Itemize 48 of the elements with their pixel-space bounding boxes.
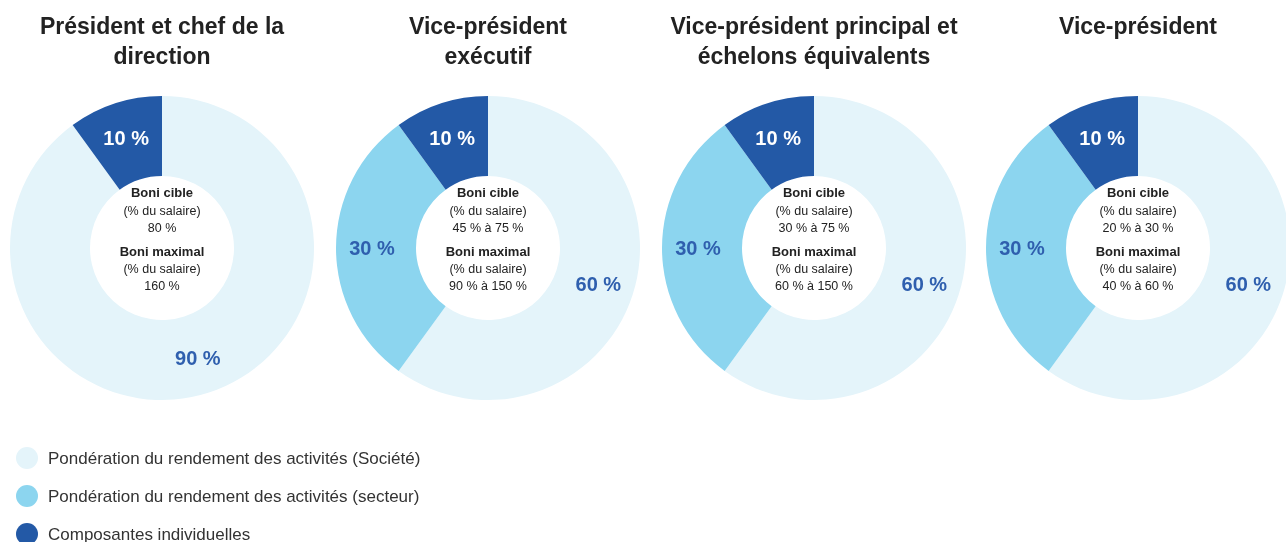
data-label: 60 % [1225, 272, 1272, 295]
text: (% du salaire) [449, 204, 527, 218]
legend-label: Pondération du rendement des activités (secteur) [48, 486, 420, 506]
text: 160 % [144, 279, 180, 293]
data-label: 30 % [999, 237, 1046, 259]
donut-slice [72, 96, 162, 190]
data-label: 60 % [575, 272, 622, 295]
text: (% du salaire) [1099, 204, 1177, 218]
text: Boni maximal [119, 244, 205, 259]
data-label: 30 % [675, 237, 722, 259]
text: 40 % à 60 % [1102, 279, 1174, 293]
text: Boni cible [782, 185, 846, 200]
legend-label: Pondération du rendement des activités (Société) [48, 448, 421, 468]
text: Boni cible [456, 185, 520, 200]
chart-title: Vice-président principal et échelons équivalents [670, 13, 958, 69]
data-label: 10 % [755, 126, 802, 149]
text: 80 % [147, 221, 177, 235]
chart-title: Vice-président exécutif [408, 13, 568, 69]
text: 90 % à 150 % [449, 279, 527, 293]
chart-title: Vice-président [1058, 13, 1218, 39]
data-label: 10 % [1079, 126, 1126, 149]
data-label: 30 % [349, 237, 396, 259]
text: Boni maximal [771, 244, 857, 259]
data-label: 10 % [103, 126, 150, 149]
text: 30 % à 75 % [778, 221, 850, 235]
text: (% du salaire) [1099, 262, 1177, 276]
text: 60 % à 150 % [775, 279, 853, 293]
donut-slice [724, 96, 966, 400]
text: Boni maximal [445, 244, 531, 259]
text: (% du salaire) [123, 262, 201, 276]
text: 45 % à 75 % [452, 221, 524, 235]
donut-slice [10, 96, 314, 400]
data-label: 60 % [901, 272, 948, 295]
donut-slice [398, 96, 488, 190]
text: Boni maximal [1095, 244, 1181, 259]
donut-slice [724, 96, 814, 190]
text: (% du salaire) [449, 262, 527, 276]
data-label: 90 % [175, 347, 221, 370]
text: (% du salaire) [775, 262, 853, 276]
text: Boni cible [1106, 185, 1170, 200]
text: (% du salaire) [775, 204, 853, 218]
donut-slice [1048, 96, 1138, 190]
donut-slice [398, 96, 640, 400]
text: Boni cible [130, 185, 194, 200]
text: 20 % à 30 % [1102, 221, 1174, 235]
text: (% du salaire) [123, 204, 201, 218]
chart-title: Président et chef de la direction [39, 13, 285, 69]
data-label: 10 % [429, 126, 476, 149]
